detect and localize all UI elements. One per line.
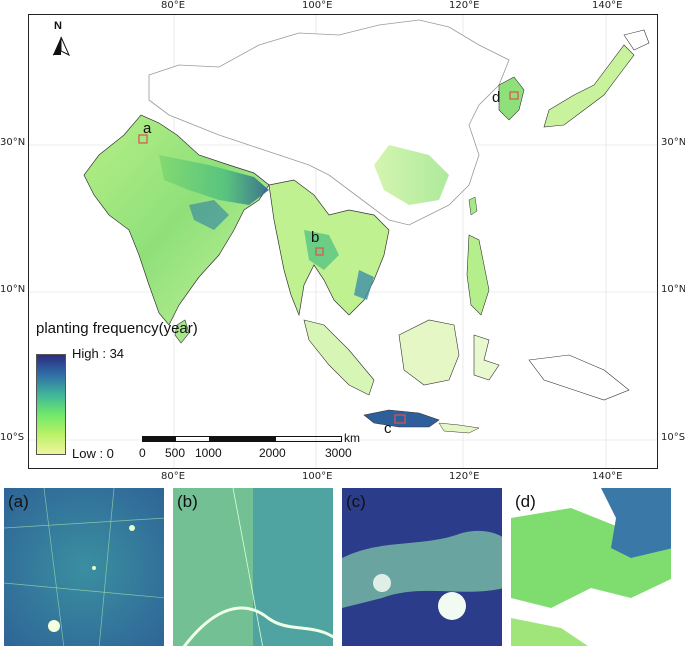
hokkaido xyxy=(623,29,650,51)
site-c-marker xyxy=(394,414,406,424)
java xyxy=(363,409,440,428)
top-tick-80e: 80°E xyxy=(161,0,186,11)
scale-tick-0: 0 xyxy=(139,446,146,460)
detail-panel-b: (b) xyxy=(172,487,334,647)
panel-c-image xyxy=(342,488,502,646)
site-a-marker xyxy=(138,134,148,144)
left-tick-30n: 30°N xyxy=(0,137,26,148)
top-tick-100e: 100°E xyxy=(302,0,333,11)
philippines xyxy=(466,234,490,316)
right-tick-10s: 10°S xyxy=(661,432,685,443)
scale-tick-500: 500 xyxy=(165,446,186,460)
panel-a-image xyxy=(4,488,164,646)
new-guinea xyxy=(528,354,630,401)
sulawesi xyxy=(473,334,500,381)
japan xyxy=(543,44,635,128)
right-tick-10n: 10°N xyxy=(661,284,685,295)
detail-panel-c: (c) xyxy=(341,487,503,647)
left-tick-10n: 10°N xyxy=(0,284,26,295)
bottom-tick-80e: 80°E xyxy=(161,471,186,482)
left-tick-10s: 10°S xyxy=(0,432,25,443)
borneo xyxy=(398,319,460,386)
detail-panel-a: (a) xyxy=(3,487,165,647)
scale-bar xyxy=(142,436,342,442)
thailand-plain xyxy=(304,230,339,270)
high-frequency-patch xyxy=(189,200,229,230)
india-region xyxy=(83,114,270,326)
legend-title: planting frequency(year) xyxy=(36,320,198,337)
lesser-sunda xyxy=(438,422,480,434)
panel-d-label: (d) xyxy=(515,492,536,511)
scale-unit: km xyxy=(344,431,360,445)
main-map xyxy=(28,14,658,469)
legend-color-ramp xyxy=(36,354,66,455)
bottom-tick-100e: 100°E xyxy=(302,471,333,482)
map-canvas xyxy=(29,15,657,468)
site-c-label: c xyxy=(384,420,392,437)
site-b-label: b xyxy=(311,229,320,246)
sumatra xyxy=(303,319,375,396)
right-tick-30n: 30°N xyxy=(661,137,685,148)
detail-panel-d: (d) xyxy=(510,487,672,647)
top-tick-120e: 120°E xyxy=(449,0,480,11)
panel-b-image xyxy=(173,488,333,646)
panel-d-image xyxy=(511,488,671,646)
panel-a-label: (a) xyxy=(8,492,29,511)
panel-c-label: (c) xyxy=(346,492,366,511)
ganges-plain xyxy=(159,155,269,205)
legend-high-label: High : 34 xyxy=(72,346,125,361)
top-tick-140e: 140°E xyxy=(592,0,623,11)
sri-lanka xyxy=(174,319,190,344)
legend-low-label: Low : 0 xyxy=(72,446,114,461)
site-d-label: d xyxy=(492,89,501,106)
site-d-marker xyxy=(509,91,519,100)
bottom-tick-140e: 140°E xyxy=(592,471,623,482)
north-arrow-icon xyxy=(52,36,71,57)
taiwan xyxy=(468,196,478,216)
panel-b-label: (b) xyxy=(177,492,198,511)
site-b-marker xyxy=(315,247,324,256)
mekong-delta xyxy=(354,270,374,300)
scale-tick-1000: 1000 xyxy=(195,446,222,460)
scale-tick-2000: 2000 xyxy=(259,446,286,460)
north-arrow-label: N xyxy=(54,20,62,32)
east-china-region xyxy=(374,145,449,205)
scale-tick-3000: 3000 xyxy=(325,446,352,460)
bottom-tick-120e: 120°E xyxy=(449,471,480,482)
site-a-label: a xyxy=(143,120,152,137)
